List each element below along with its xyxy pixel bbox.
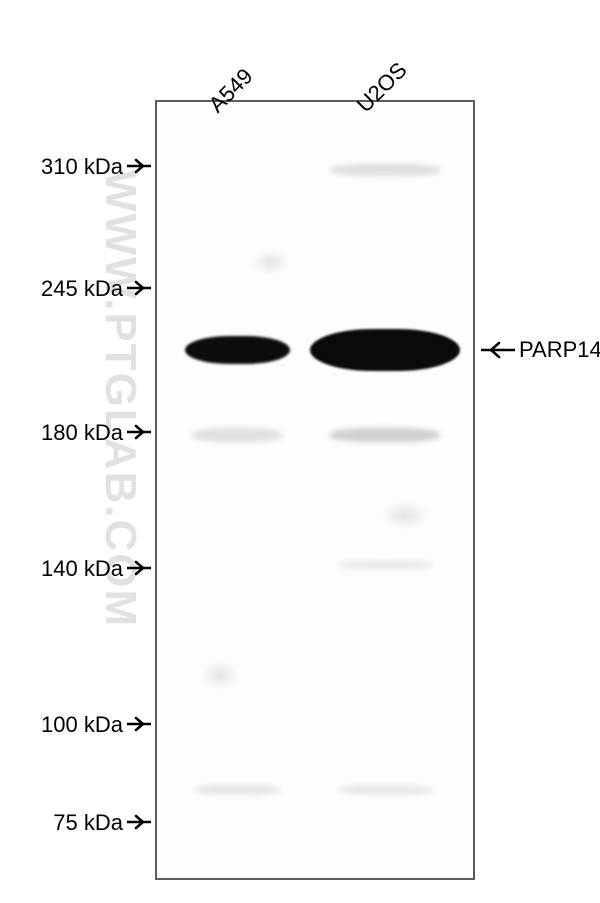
marker-label: 245 kDa [3,276,123,302]
marker-arrow-icon [127,712,151,736]
marker-arrow-icon [127,556,151,580]
marker-label: 100 kDa [3,712,123,738]
marker-arrow-icon [127,276,151,300]
marker-arrow-icon [127,154,151,178]
marker-label: 75 kDa [3,810,123,836]
marker-arrow-icon [127,810,151,834]
marker-label: 310 kDa [3,154,123,180]
marker-label: 180 kDa [3,420,123,446]
target-label: PARP14 [519,337,600,363]
blot-border [155,100,475,880]
marker-label: 140 kDa [3,556,123,582]
marker-arrow-icon [127,420,151,444]
western-blot-figure: WWW.PTGLAB.COM A549U2OS 310 kDa245 kDa18… [0,0,600,903]
target-arrow-icon [481,338,515,362]
